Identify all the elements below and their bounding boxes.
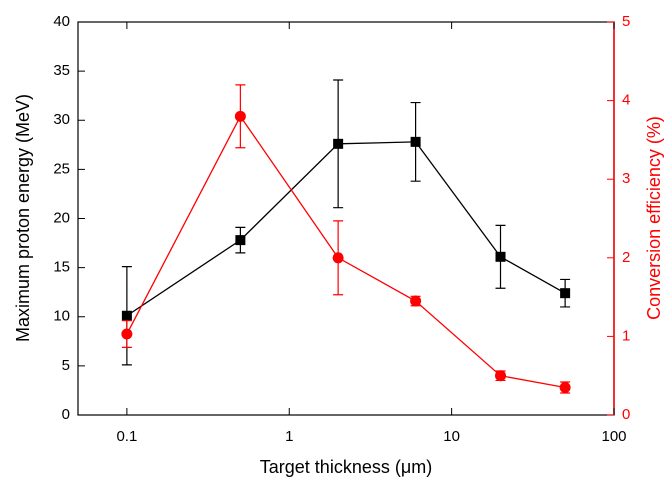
y2-tick-label: 3 [622,170,630,187]
y-tick-label: 30 [53,111,70,128]
y2-tick-label: 4 [622,92,630,109]
marker [559,381,571,393]
plot-frame [77,21,615,416]
y-tick-label: 5 [62,357,70,374]
y-axis-label: Maximum proton energy (MeV) [13,94,33,342]
series-line [126,115,566,389]
marker [410,295,422,307]
marker [332,252,344,264]
y-tick-label: 25 [53,160,70,177]
y2-tick-label: 0 [622,406,630,423]
marker [121,310,132,321]
y-tick-label: 0 [62,406,70,423]
x-tick-label: 100 [601,428,626,445]
y-tick-label: 35 [53,62,70,79]
marker [121,328,133,340]
x-axis-label: Target thickness (μm) [260,457,432,477]
marker [333,138,344,149]
y-tick-label: 10 [53,308,70,325]
y-tick-label: 15 [53,259,70,276]
series-line [126,141,566,317]
marker [410,136,421,147]
y2-tick-label: 5 [622,13,630,30]
y-tick-label: 40 [53,13,70,30]
y-tick-label: 20 [53,209,70,226]
y2-tick-label: 2 [622,249,630,266]
marker [560,288,571,299]
x-tick-label: 0.1 [116,428,137,445]
y2-tick-label: 1 [622,327,630,344]
marker [495,251,506,262]
x-tick-label: 1 [285,428,293,445]
marker [495,370,507,382]
y2-axis-label: Conversion efficiency (%) [644,116,664,320]
marker [235,235,246,246]
x-tick-label: 10 [443,428,460,445]
marker [234,110,246,122]
